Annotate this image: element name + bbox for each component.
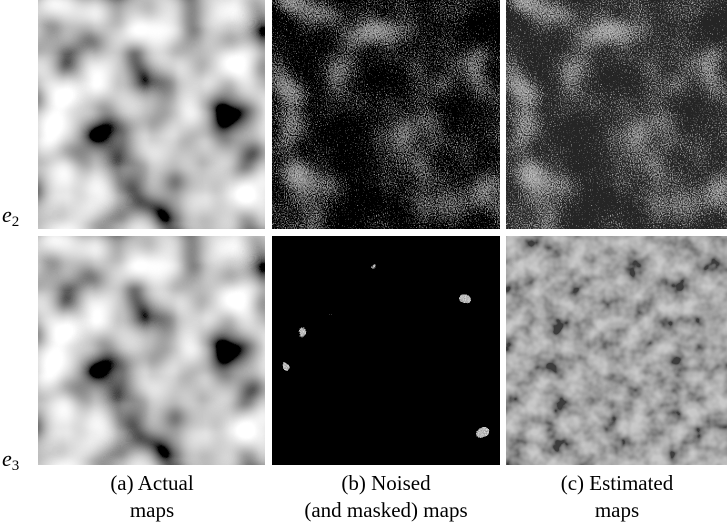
estimated-map — [506, 236, 727, 465]
masked-map — [272, 236, 500, 465]
caption-line: (a) Actual — [32, 470, 272, 497]
row-label: e3 — [2, 446, 19, 475]
actual-map — [38, 236, 265, 465]
actual-map — [38, 0, 265, 229]
caption: (b) Noised(and masked) maps — [266, 470, 506, 524]
caption-line: (b) Noised — [266, 470, 506, 497]
row-label: e2 — [2, 202, 19, 231]
caption-line: (and masked) maps — [266, 497, 506, 524]
caption-line: maps — [497, 497, 727, 524]
estimated-map — [506, 0, 727, 229]
noised-map — [272, 0, 500, 229]
figure: e2 e3 (a) Actualmaps (b) Noised(and mask… — [0, 0, 727, 527]
row-symbol: e — [2, 446, 12, 471]
caption-line: (c) Estimated — [497, 470, 727, 497]
caption-line: maps — [32, 497, 272, 524]
row-subscript: 3 — [12, 458, 20, 474]
row-subscript: 2 — [12, 214, 20, 230]
row-symbol: e — [2, 202, 12, 227]
